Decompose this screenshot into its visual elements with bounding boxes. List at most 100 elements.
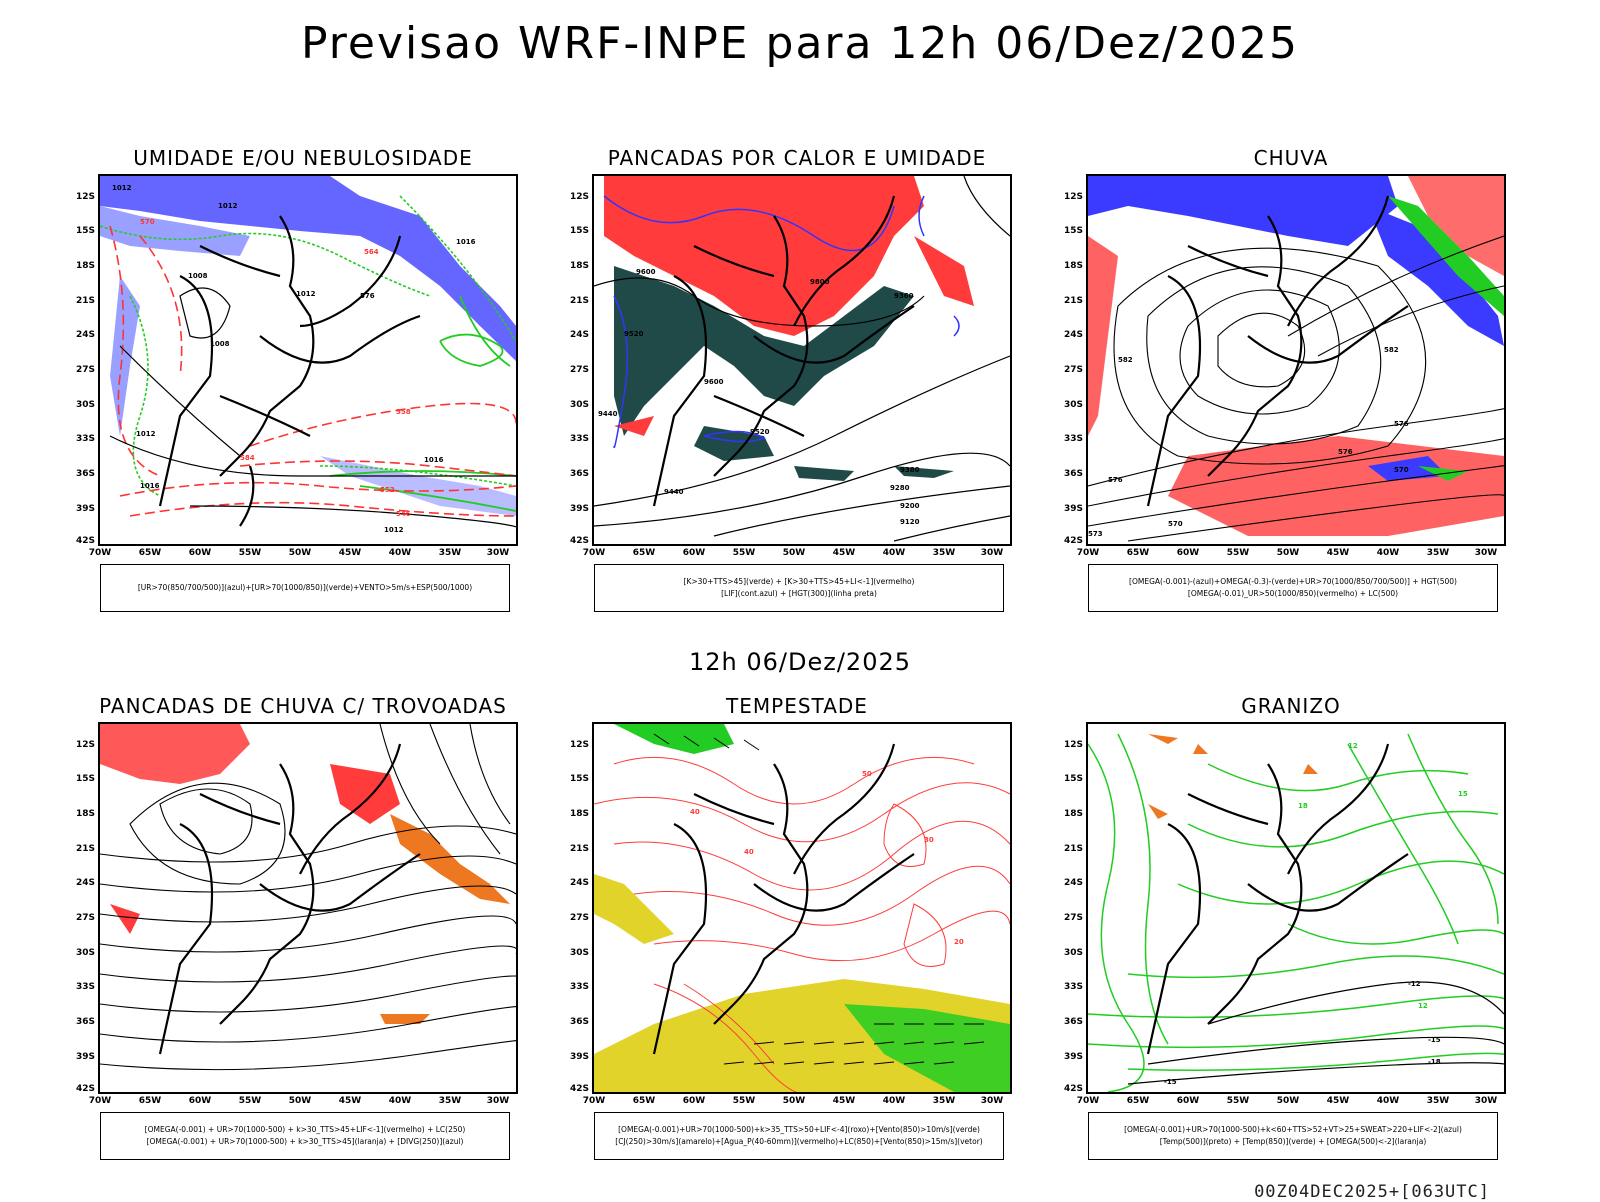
lat-tick: 24S: [570, 330, 590, 340]
lat-tick: 12S: [76, 740, 96, 750]
lat-tick: 18S: [1064, 809, 1084, 819]
lat-tick: 24S: [570, 878, 590, 888]
lat-tick: 39S: [1064, 504, 1084, 514]
lon-tick: 35W: [932, 1096, 956, 1106]
legend-line: [OMEGA(-0.001)+UR>70(1000-500)+k<60+TTS>…: [1124, 1125, 1462, 1134]
lat-tick: 12S: [570, 740, 590, 750]
map-canvas: 50 40 30 40 20: [594, 724, 1010, 1092]
map-chuva: 582 576 576 570 576 570 582 573: [1086, 174, 1506, 546]
longitude-axis: 70W 65W 60W 55W 50W 45W 40W 35W 30W: [89, 546, 518, 560]
lat-tick: 39S: [570, 504, 590, 514]
lat-tick: 33S: [570, 434, 590, 444]
convection-teal-area: [614, 266, 954, 481]
lon-tick: 35W: [1426, 1096, 1450, 1106]
lon-tick: 55W: [732, 548, 756, 558]
legend-box: [K>30+TTS>45](verde) + [K>30+TTS>45+LI<-…: [594, 564, 1004, 612]
legend-line: [K>30+TTS>45](verde) + [K>30+TTS>45+LI<-…: [683, 577, 915, 586]
lon-tick: 60W: [1176, 1096, 1200, 1106]
labels-tempestade: 50 40 30 40 20: [690, 770, 964, 946]
lon-tick: 30W: [980, 548, 1004, 558]
map-pancadas-trovoadas: [98, 722, 518, 1094]
temp850-contours: [1088, 733, 1504, 1092]
lat-tick: 36S: [76, 1017, 96, 1027]
lat-tick: 30S: [76, 400, 96, 410]
lat-tick: 30S: [570, 400, 590, 410]
lat-tick: 15S: [76, 226, 96, 236]
legend-line: [OMEGA(-0.01)_UR>50(1000/850)(vermelho) …: [1187, 589, 1399, 598]
run-timestamp: 00Z04DEC2025+[063UTC]: [1254, 1182, 1490, 1202]
labels-umidade: 1012 1012 1016 1008 1012 1008 1012 1016 …: [112, 184, 476, 534]
lat-tick: 33S: [76, 434, 96, 444]
convection-red-area: [604, 176, 974, 336]
lat-tick: 39S: [570, 1052, 590, 1062]
legend-box: [UR>70(850/700/500)](azul)+[UR>70(1000/8…: [100, 564, 510, 612]
lon-tick: 40W: [1376, 1096, 1400, 1106]
lon-tick: 40W: [882, 1096, 906, 1106]
lat-tick: 12S: [1064, 740, 1084, 750]
lon-tick: 50W: [1276, 1096, 1300, 1106]
lon-tick: 70W: [1076, 1096, 1100, 1106]
lat-tick: 24S: [1064, 330, 1084, 340]
panel-title: GRANIZO: [1241, 694, 1341, 718]
lat-tick: 36S: [1064, 1017, 1084, 1027]
lon-tick: 30W: [486, 548, 510, 558]
lat-tick: 24S: [76, 330, 96, 340]
contour-label: 9520: [624, 330, 644, 338]
lon-tick: 60W: [188, 548, 212, 558]
lat-tick: 24S: [1064, 878, 1084, 888]
labels-granizo: -12 -15 -18 -15 12 15 18 12: [1164, 742, 1468, 1086]
lon-tick: 60W: [682, 548, 706, 558]
lon-tick: 65W: [632, 1096, 656, 1106]
lat-tick: 27S: [570, 365, 590, 375]
map-canvas: -12 -15 -18 -15 12 15 18 12: [1088, 733, 1504, 1092]
temp500-contours: [1127, 981, 1504, 1085]
contour-label: 9440: [598, 410, 618, 418]
lat-tick: 33S: [1064, 982, 1084, 992]
longitude-axis: 70W 65W 60W 55W 50W 45W 40W 35W 30W: [1077, 546, 1506, 560]
longitude-axis: 70W 65W 60W 55W 50W 45W 40W 35W 30W: [89, 1094, 518, 1108]
contour-label: 573: [1088, 530, 1103, 538]
forecast-date-label: 12h 06/Dez/2025: [688, 648, 911, 676]
lat-tick: 21S: [1064, 296, 1084, 306]
map-pancadas-calor: 9600 9520 9440 9600 9800 9380 9280 9200 …: [592, 174, 1012, 546]
map-canvas: 1012 1012 1016 1008 1012 1008 1012 1016 …: [100, 176, 516, 534]
contour-label: 576: [360, 292, 375, 300]
lon-tick: 60W: [1176, 548, 1200, 558]
lon-tick: 60W: [682, 1096, 706, 1106]
lon-tick: 30W: [1474, 1096, 1498, 1106]
contour-label: 576: [1338, 448, 1353, 456]
lon-tick: 60W: [188, 1096, 212, 1106]
contour-label: 584: [240, 454, 255, 462]
contour-label: 576: [1108, 476, 1123, 484]
contour-label: 1012: [136, 430, 156, 438]
contour-label: 546: [396, 510, 411, 518]
country-borders: [652, 195, 915, 507]
legend-line: [OMEGA(-0.001)-(azul)+OMEGA(-0.3)-(verde…: [1129, 577, 1457, 586]
map-tempestade: 50 40 30 40 20: [592, 722, 1012, 1094]
country-borders: [1146, 743, 1409, 1055]
lon-tick: 40W: [882, 548, 906, 558]
contour-label: 1012: [218, 202, 238, 210]
lat-tick: 18S: [1064, 261, 1084, 271]
lon-tick: 50W: [1276, 548, 1300, 558]
lat-tick: 30S: [76, 948, 96, 958]
contour-label: -15: [1428, 1036, 1441, 1044]
contour-label: -18: [1428, 1058, 1441, 1066]
contour-label: 9120: [900, 518, 920, 526]
contour-label: 1012: [384, 526, 404, 534]
lat-tick: 18S: [76, 809, 96, 819]
contour-label: 9360: [894, 292, 914, 300]
contour-label: 1016: [424, 456, 444, 464]
contour-label: 558: [396, 408, 411, 416]
lat-tick: 30S: [1064, 948, 1084, 958]
lat-tick: 42S: [570, 536, 590, 546]
lat-tick: 33S: [76, 982, 96, 992]
lat-tick: 12S: [570, 192, 590, 202]
lat-tick: 39S: [76, 1052, 96, 1062]
contour-label: 582: [1118, 356, 1133, 364]
contour-label: 1016: [456, 238, 476, 246]
lon-tick: 50W: [288, 548, 312, 558]
lat-tick: 36S: [570, 1017, 590, 1027]
lon-tick: 70W: [582, 548, 606, 558]
hail-orange-areas: [1148, 734, 1318, 819]
